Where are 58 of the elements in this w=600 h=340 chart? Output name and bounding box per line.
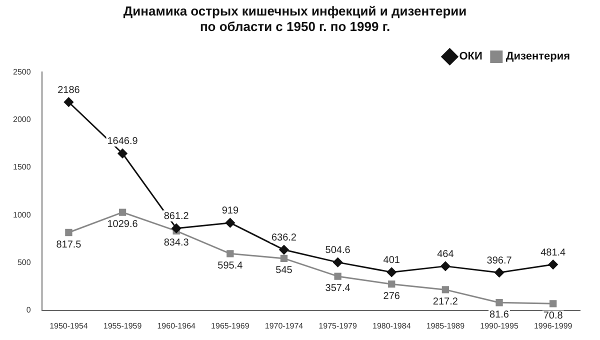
y-tick-label: 1000 [13, 210, 32, 220]
point [548, 260, 558, 270]
x-tick-label: 1955-1959 [103, 321, 142, 330]
data-label: 357.4 [325, 283, 351, 294]
point [333, 258, 343, 268]
data-label: 1029.6 [107, 219, 138, 230]
point [65, 228, 72, 236]
point [442, 286, 450, 294]
legend-label: Дизентерия [506, 50, 570, 63]
y-tick-label: 2000 [13, 115, 32, 124]
y-tick-label: 0 [26, 306, 32, 315]
data-label: 401 [383, 254, 400, 266]
data-label: 504.6 [325, 245, 351, 256]
data-label: 70.8 [543, 310, 564, 322]
data-label: 817.5 [56, 239, 82, 250]
point [494, 268, 504, 278]
x-tick-label: 1996-1999 [534, 321, 573, 330]
point [118, 148, 128, 158]
data-label: 1646.9 [107, 136, 138, 148]
point [550, 300, 557, 308]
point [172, 224, 182, 234]
point [388, 280, 396, 288]
y-tick-label: 500 [17, 258, 32, 267]
data-label: 595.4 [218, 260, 244, 272]
chart-title: Динамика острых кишечных инфекций и дизентерии по области с 1950 г. по 1999 г. [123, 3, 467, 34]
point [280, 254, 288, 262]
point [118, 208, 126, 216]
x-tick-label: 1960-1964 [157, 321, 196, 330]
point [279, 245, 289, 255]
x-tick-label: 1975-1979 [318, 321, 358, 330]
y-tick-label: 2500 [13, 67, 32, 76]
data-label: 464 [437, 248, 454, 260]
x-tick-label: 1950-1954 [50, 321, 88, 330]
data-label: 81.6 [490, 309, 510, 320]
data-label: 861.2 [164, 211, 190, 222]
data-label: 396.7 [486, 255, 512, 266]
point [496, 299, 503, 306]
data-label: 217.2 [432, 296, 458, 308]
point [226, 250, 234, 258]
data-label: 276 [383, 290, 400, 302]
data-label: 545 [276, 265, 293, 276]
legend-label: ОКИ [459, 50, 483, 63]
point [334, 272, 342, 280]
x-tick-label: 1980-1984 [372, 321, 412, 330]
x-tick-label: 1985-1989 [426, 321, 466, 330]
data-label: 2186 [58, 84, 80, 96]
x-tick-label: 1970-1974 [264, 321, 304, 330]
data-label: 636.2 [271, 232, 297, 244]
x-tick-label: 1990-1995 [480, 321, 519, 330]
x-tick-label: 1965-1969 [211, 321, 250, 330]
point [440, 261, 450, 271]
data-label: 919 [222, 206, 239, 217]
point [386, 267, 396, 277]
point [64, 97, 74, 107]
point [225, 218, 235, 228]
y-tick-label: 1500 [13, 162, 32, 172]
data-label: 834.3 [164, 238, 190, 249]
data-label: 481.4 [540, 247, 566, 258]
